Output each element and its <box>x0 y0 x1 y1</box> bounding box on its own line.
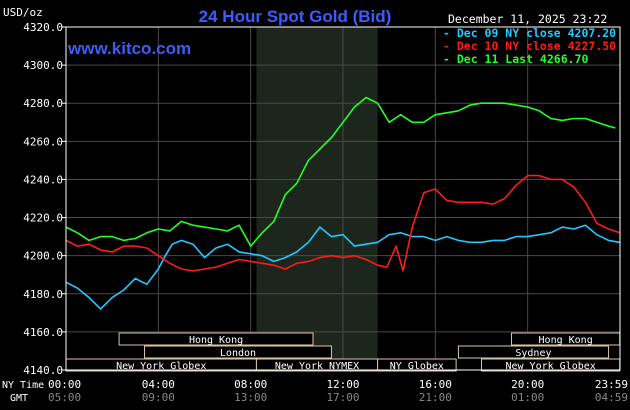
nymex-shade <box>256 27 378 370</box>
y-tick-label: 4180.0 <box>23 288 63 301</box>
y-axis-unit: USD/oz <box>3 6 43 19</box>
y-tick-label: 4160.0 <box>23 326 63 339</box>
row-label-ny-time: NY Time <box>2 380 44 391</box>
y-tick-label: 4200.0 <box>23 250 63 263</box>
legend-entry: - Dec 10 NY close 4227.50 <box>443 39 616 53</box>
y-tick-label: 4260.0 <box>23 135 63 148</box>
x-tick-label-ny: 00:00 <box>48 378 81 391</box>
session-bar <box>377 358 457 372</box>
x-tick-label-ny: 04:00 <box>142 378 175 391</box>
source-site: www.kitco.com <box>67 39 191 58</box>
x-tick-label-ny: 20:00 <box>511 378 544 391</box>
x-tick-label-gmt: 17:00 <box>326 391 359 404</box>
row-label-gmt: GMT <box>10 393 28 404</box>
session-label: New York Globex <box>505 361 595 372</box>
x-tick-label-ny: 23:59 <box>595 378 628 391</box>
session-bar <box>457 345 609 359</box>
y-tick-label: 4320.0 <box>23 21 63 34</box>
x-tick-label-ny: 12:00 <box>326 378 359 391</box>
y-tick-label: 4140.0 <box>23 364 63 377</box>
x-tick-label-ny: 16:00 <box>419 378 452 391</box>
date-label: December 11, 2025 23:22 <box>448 12 607 26</box>
session-label: Sydney <box>515 348 551 359</box>
legend: - Dec 09 NY close 4207.20- Dec 10 NY clo… <box>443 26 616 66</box>
session-label: New York NYMEX <box>275 361 359 372</box>
x-tick-label-gmt: 09:00 <box>142 391 175 404</box>
series-line <box>65 174 621 272</box>
y-tick-label: 4300.0 <box>23 59 63 72</box>
x-tick-label-gmt: 04:59 <box>595 391 628 404</box>
legend-entry: - Dec 11 Last 4266.70 <box>443 52 588 66</box>
legend-entry: - Dec 09 NY close 4207.20 <box>443 26 616 40</box>
series-line <box>65 224 620 310</box>
session-label: NY Globex <box>390 361 444 372</box>
session-bar <box>143 345 332 359</box>
x-tick-label-gmt: 05:00 <box>48 391 81 404</box>
session-bar <box>118 332 314 346</box>
y-tick-label: 4220.0 <box>23 212 63 225</box>
x-tick-label-gmt: 13:00 <box>234 391 267 404</box>
plot-frame <box>65 26 621 371</box>
session-label: New York Globex <box>116 361 206 372</box>
y-tick-label: 4240.0 <box>23 173 63 186</box>
series-line <box>65 96 616 247</box>
session-label: London <box>220 348 256 359</box>
session-label: Hong Kong <box>189 335 243 346</box>
x-tick-label-gmt: 21:00 <box>419 391 452 404</box>
x-tick-label-ny: 08:00 <box>234 378 267 391</box>
chart-title: 24 Hour Spot Gold (Bid) <box>199 7 392 26</box>
x-tick-label-gmt: 01:00 <box>511 391 544 404</box>
y-tick-label: 4280.0 <box>23 97 63 110</box>
session-label: Hong Kong <box>539 335 593 346</box>
